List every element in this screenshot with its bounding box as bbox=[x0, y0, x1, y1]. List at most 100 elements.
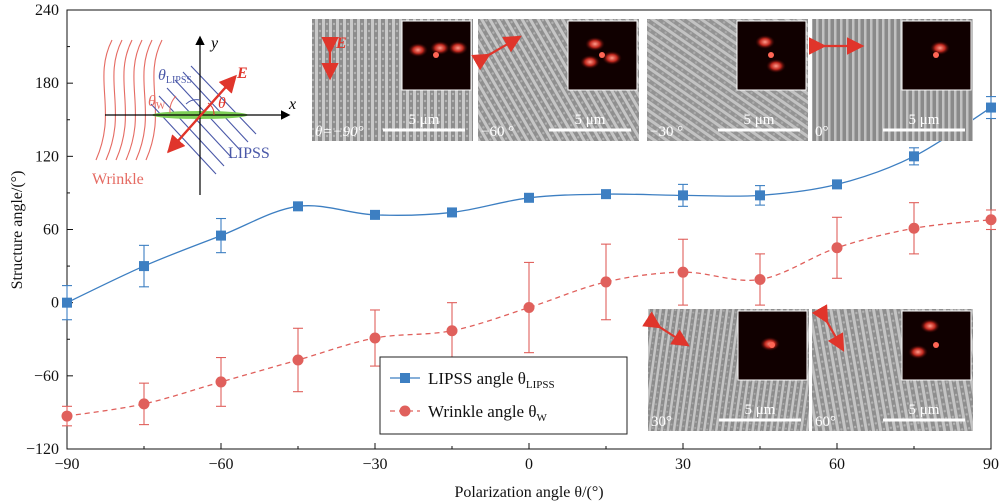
x-tick-label: −90 bbox=[54, 456, 79, 473]
theta-w-arc bbox=[169, 95, 177, 114]
fft-spot bbox=[930, 41, 950, 55]
series-layer bbox=[61, 96, 997, 427]
y-tick-label: 120 bbox=[35, 148, 59, 165]
wrinkle-point bbox=[369, 332, 381, 344]
x-tick-label: −30 bbox=[362, 456, 387, 473]
x-tick-label: 30 bbox=[675, 456, 691, 473]
inset-panel: 5 μm 30° bbox=[642, 309, 809, 431]
wrinkle-point bbox=[61, 410, 73, 422]
fft-spot bbox=[585, 37, 605, 51]
fft-center bbox=[599, 52, 605, 58]
field-arrow-back bbox=[167, 79, 233, 154]
fft-spot bbox=[920, 319, 940, 333]
polarization-arrow bbox=[642, 311, 690, 347]
schem-theta-label: θ bbox=[218, 95, 226, 112]
y-tick-label: −120 bbox=[26, 441, 59, 458]
fft-spot bbox=[448, 41, 468, 55]
wrinkle-lines bbox=[95, 39, 163, 161]
scale-bar-label: 5 μm bbox=[744, 112, 775, 128]
lipss-point bbox=[62, 297, 72, 308]
schem-lipss-label: LIPSS bbox=[228, 145, 270, 162]
fft-spot bbox=[408, 43, 428, 57]
x-tick-label: −60 bbox=[208, 456, 233, 473]
wrinkle-point bbox=[677, 266, 689, 278]
wrinkle-point bbox=[754, 273, 766, 285]
legend-wrinkle-marker bbox=[399, 405, 411, 417]
polarization-arrow bbox=[471, 35, 522, 71]
wrinkle-point bbox=[215, 376, 227, 388]
scale-bar-label: 5 μm bbox=[575, 112, 606, 128]
schem-y-label: y bbox=[209, 35, 219, 52]
scale-bar-label: 5 μm bbox=[909, 402, 940, 418]
lipss-point bbox=[370, 209, 380, 220]
inset-angle-label: −30 ° bbox=[650, 124, 683, 140]
wrinkle-point bbox=[600, 276, 612, 288]
wrinkle-point bbox=[138, 398, 150, 410]
fft-spot bbox=[755, 35, 775, 49]
fft-center bbox=[433, 52, 439, 58]
legend-lipss-marker bbox=[400, 373, 410, 383]
legend: LIPSS angle θLIPSS Wrinkle angle θW bbox=[379, 356, 628, 435]
inset-e-label: E bbox=[335, 35, 347, 52]
legend-lipss-label: LIPSS angle θLIPSS bbox=[428, 369, 555, 391]
fft-spot bbox=[430, 41, 450, 55]
lipss-point bbox=[986, 102, 996, 113]
scale-bar-label: 5 μm bbox=[909, 112, 940, 128]
x-tick-label: 90 bbox=[983, 456, 999, 473]
scale-bar-label: 5 μm bbox=[409, 112, 440, 128]
y-tick-label: 180 bbox=[35, 75, 59, 92]
inset-angle-label: 30° bbox=[651, 414, 672, 430]
wrinkle-point bbox=[446, 325, 458, 337]
schem-theta-lipss-label: θLIPSS bbox=[158, 67, 192, 86]
y-tick-label: −60 bbox=[34, 368, 59, 385]
polarization-arrow bbox=[811, 304, 845, 352]
lipss-point bbox=[678, 190, 688, 201]
inset-angle-label: −60 ° bbox=[481, 124, 514, 140]
y-tick-label: 240 bbox=[35, 2, 59, 19]
inset-panel: 5 μm −30 ° bbox=[647, 19, 808, 141]
lipss-point bbox=[524, 192, 534, 203]
lipss-point bbox=[216, 230, 226, 241]
inset-panel: 5 μm 0° bbox=[808, 19, 973, 141]
wrinkle-point bbox=[908, 222, 920, 234]
scale-bar-label: 5 μm bbox=[745, 402, 776, 418]
fft-spot bbox=[580, 55, 600, 69]
fft-center bbox=[769, 342, 775, 348]
fft-center bbox=[933, 342, 939, 348]
lipss-point bbox=[293, 201, 303, 212]
x-axis-label: Polarization angle θ/(°) bbox=[454, 484, 603, 501]
inset-panel: 5 μm θ=−90° E bbox=[312, 19, 473, 141]
y-tick-label: 60 bbox=[43, 222, 59, 239]
inset-panel: 5 μm 60° bbox=[811, 304, 973, 431]
lipss-point bbox=[139, 261, 149, 272]
schem-x-label: x bbox=[288, 96, 296, 113]
fft-spot bbox=[766, 59, 786, 73]
wrinkle-point bbox=[523, 302, 535, 314]
theta-arc bbox=[207, 102, 215, 116]
fft-center bbox=[933, 52, 939, 58]
x-tick-label: 60 bbox=[829, 456, 845, 473]
schematic-diagram: y x E θ θLIPSS θW LIPSS Wrinkle bbox=[92, 35, 296, 195]
inset-angle-label: θ=−90° bbox=[315, 124, 364, 140]
wrinkle-point bbox=[985, 214, 997, 226]
lipss-point bbox=[755, 190, 765, 201]
inset-angle-label: 0° bbox=[815, 124, 829, 140]
legend-wrinkle-label: Wrinkle angle θW bbox=[428, 402, 547, 424]
inset-angle-label: 60° bbox=[815, 414, 836, 430]
wrinkle-point bbox=[831, 242, 843, 254]
lipss-point bbox=[909, 151, 919, 162]
inset-panel: 5 μm −60 ° bbox=[471, 19, 639, 141]
theta-lipss-arc bbox=[185, 99, 201, 105]
inset-images: 5 μm θ=−90° E 5 μm −60 ° 5 μm −30 ° 5 μm 0° 5 μm 3… bbox=[312, 19, 973, 431]
lipss-point bbox=[601, 189, 611, 200]
schem-e-label: E bbox=[236, 65, 248, 82]
y-tick-label: 0 bbox=[51, 295, 59, 312]
x-tick-label: 0 bbox=[525, 456, 533, 473]
schem-theta-w-label: θW bbox=[148, 93, 166, 112]
legend-box bbox=[379, 356, 628, 435]
lipss-point bbox=[447, 207, 457, 218]
axis-ticks: −90 −60 −30 0 30 60 90 −120 −60 0 60 120 180 240 bbox=[26, 2, 999, 473]
y-axis-label: Structure angle/(°) bbox=[9, 171, 26, 290]
fft-spot bbox=[602, 51, 622, 65]
